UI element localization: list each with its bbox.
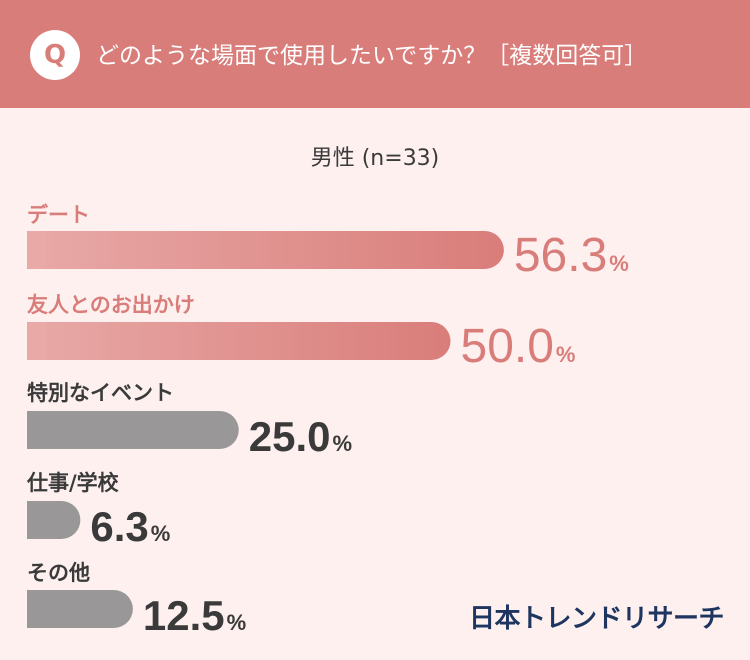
bar-left-cap — [27, 231, 46, 269]
bar-left-cap — [27, 590, 46, 628]
question-text: どのような場面で使用したいですか？［複数回答可］ — [96, 43, 648, 69]
bar-left-cap — [27, 501, 46, 539]
question-header: Q どのような場面で使用したいですか？［複数回答可］ — [0, 0, 750, 108]
bar — [27, 411, 239, 449]
value-label: 25.0% — [249, 413, 352, 460]
bar-left-cap — [27, 322, 46, 360]
value-label: 56.3% — [514, 229, 629, 282]
bar-left-cap — [27, 411, 46, 449]
q-badge-icon: Q — [30, 30, 80, 80]
category-label: その他 — [27, 561, 90, 585]
category-label: デート — [27, 203, 90, 227]
value-label: 50.0% — [461, 320, 576, 373]
category-label: 友人とのお出かけ — [27, 293, 195, 317]
chart-subtitle: 男性 (n=33) — [310, 146, 440, 171]
brand-logo: 日本トレンドリサーチ — [468, 604, 725, 634]
value-label: 6.3% — [90, 503, 170, 550]
category-label: 特別なイベント — [27, 381, 174, 405]
bar — [27, 231, 504, 269]
bar — [27, 322, 451, 360]
category-label: 仕事/学校 — [26, 471, 120, 495]
bar — [27, 590, 133, 628]
value-label: 12.5% — [143, 592, 246, 639]
